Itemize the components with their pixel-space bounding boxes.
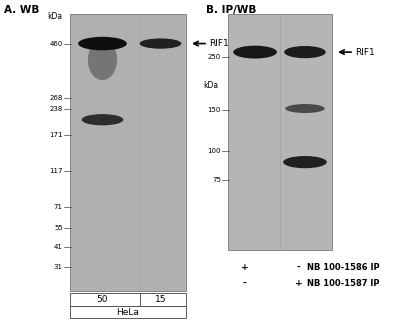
Text: 171: 171 [49,132,63,138]
Ellipse shape [82,114,123,125]
Text: 31: 31 [54,264,63,270]
Text: 75: 75 [212,177,221,183]
Ellipse shape [88,40,117,80]
Text: 268: 268 [50,95,63,100]
Ellipse shape [284,46,326,58]
Text: NB 100-1586 IP: NB 100-1586 IP [307,263,380,272]
Text: kDa: kDa [47,12,62,21]
Text: HeLa: HeLa [116,308,140,317]
Bar [228,14,332,250]
Text: B. IP/WB: B. IP/WB [206,5,256,15]
Text: RIF1: RIF1 [209,39,229,48]
Text: 238: 238 [50,106,63,112]
Text: 41: 41 [54,244,63,250]
Text: 71: 71 [54,204,63,210]
Text: NB 100-1587 IP: NB 100-1587 IP [307,279,380,288]
Ellipse shape [78,37,127,50]
Text: 55: 55 [54,225,63,231]
Bar [70,14,186,291]
Text: 460: 460 [50,41,63,47]
Text: RIF1: RIF1 [355,48,375,57]
Text: A. WB: A. WB [4,5,39,15]
Bar [70,293,186,306]
Text: +: + [241,263,248,272]
Text: 15: 15 [155,295,166,304]
Text: 100: 100 [207,148,221,154]
Text: 117: 117 [49,168,63,174]
Text: kDa: kDa [203,80,218,90]
Text: +: + [295,279,302,288]
Ellipse shape [233,46,277,59]
Bar [70,306,186,318]
Text: -: - [243,279,246,288]
Text: 150: 150 [208,107,221,113]
Ellipse shape [285,104,325,113]
Ellipse shape [140,38,181,49]
Text: 250: 250 [208,54,221,60]
Text: 50: 50 [97,295,108,304]
Text: -: - [297,263,300,272]
Ellipse shape [283,156,327,168]
